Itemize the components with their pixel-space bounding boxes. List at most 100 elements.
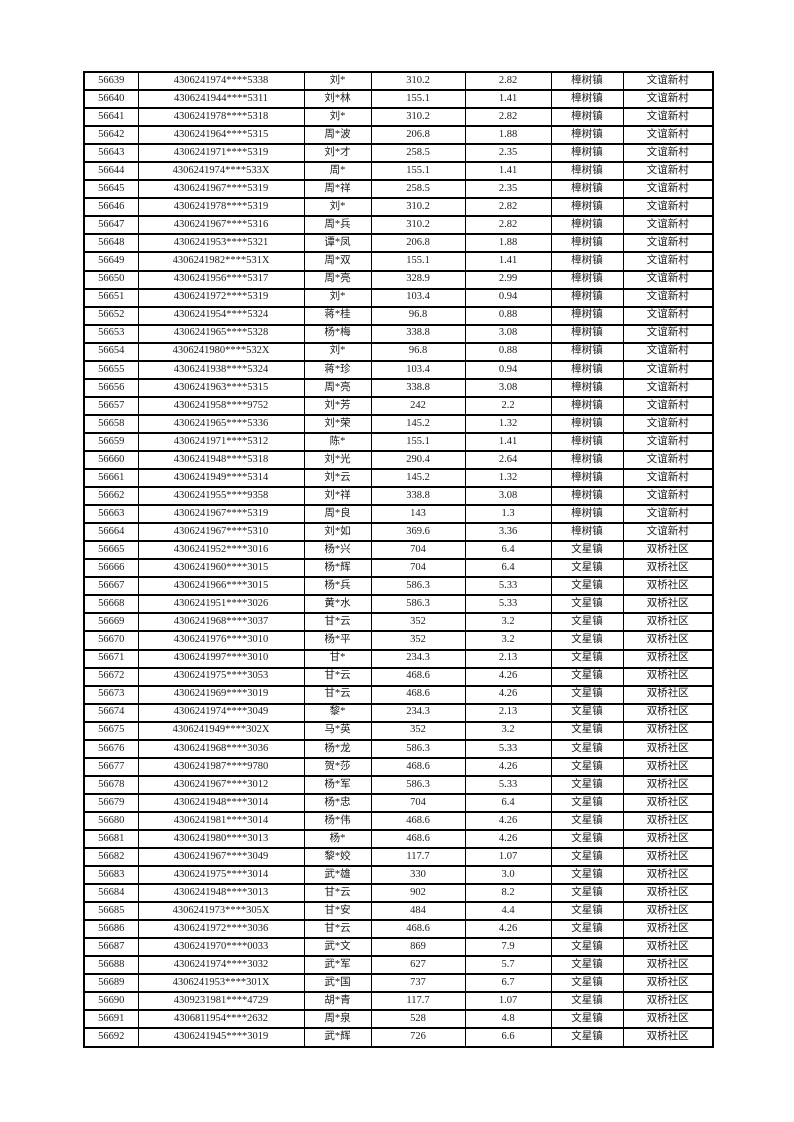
cell-amount-primary: 103.4 — [370, 287, 466, 308]
cell-amount-secondary: 1.3 — [464, 504, 552, 525]
cell-name: 陈* — [303, 431, 372, 452]
cell-serial: 56684 — [83, 883, 139, 904]
cell-village: 双桥社区 — [622, 865, 714, 886]
cell-serial: 56681 — [83, 828, 139, 850]
cell-amount-secondary: 1.32 — [464, 413, 552, 434]
cell-amount-secondary: 4.4 — [464, 901, 552, 922]
cell-town: 文星镇 — [550, 955, 624, 976]
table-body: 56639 4306241974****5338 刘* 310.2 2.82 樟树镇 文谊新… — [83, 70, 714, 1048]
cell-amount-primary: 96.8 — [370, 305, 466, 326]
table-row: 56688 4306241974****3032 武*军 627 5.7 文星镇 双桥社区 — [83, 955, 714, 976]
cell-town: 樟树镇 — [550, 522, 624, 543]
cell-serial: 56665 — [83, 540, 139, 561]
cell-serial: 56657 — [83, 395, 139, 416]
cell-name: 周*兵 — [303, 215, 372, 236]
table-row: 56683 4306241975****3014 武*雄 330 3.0 文星镇 双桥社区 — [83, 865, 714, 886]
cell-serial: 56644 — [83, 161, 139, 182]
cell-name: 周* — [303, 161, 372, 182]
table-row: 56690 4309231981****4729 胡*青 117.7 1.07 文星镇 双桥… — [83, 991, 714, 1012]
cell-amount-primary: 310.2 — [370, 107, 466, 128]
cell-name: 杨*忠 — [303, 792, 372, 813]
cell-amount-secondary: 1.07 — [464, 991, 552, 1012]
cell-name: 黄*水 — [303, 594, 372, 615]
cell-name: 周*亮 — [303, 377, 372, 398]
cell-name: 蒋*桂 — [303, 305, 372, 326]
cell-town: 樟树镇 — [550, 251, 624, 272]
cell-amount-secondary: 1.88 — [464, 125, 552, 146]
cell-serial: 56683 — [83, 865, 139, 886]
cell-name: 黎*姣 — [303, 847, 372, 868]
cell-amount-secondary: 6.4 — [464, 792, 552, 813]
cell-town: 文星镇 — [550, 630, 624, 651]
cell-town: 樟树镇 — [550, 179, 624, 200]
cell-serial: 56676 — [83, 738, 139, 759]
cell-serial: 56680 — [83, 810, 139, 831]
cell-amount-primary: 869 — [370, 937, 466, 958]
table-row: 56650 4306241956****5317 周*亮 328.9 2.99 樟树镇 文谊… — [83, 269, 714, 290]
cell-serial: 56655 — [83, 359, 139, 380]
cell-id-number: 4306241971****5312 — [137, 431, 305, 452]
table-row: 56664 4306241967****5310 刘*如 369.6 3.36 樟树镇 文谊… — [83, 522, 714, 543]
cell-amount-primary: 290.4 — [370, 449, 466, 471]
cell-town: 文星镇 — [550, 738, 624, 759]
table-row: 56651 4306241972****5319 刘* 103.4 0.94 樟树镇 文谊新… — [83, 287, 714, 308]
cell-amount-secondary: 1.41 — [464, 89, 552, 110]
table-row: 56662 4306241955****9358 刘*祥 338.8 3.08 樟树镇 文谊… — [83, 486, 714, 507]
cell-serial: 56685 — [83, 901, 139, 922]
cell-name: 刘* — [303, 341, 372, 362]
cell-amount-secondary: 5.33 — [464, 594, 552, 615]
cell-village: 双桥社区 — [622, 720, 714, 741]
cell-id-number: 4306241967****3049 — [137, 847, 305, 868]
cell-amount-primary: 155.1 — [370, 431, 466, 452]
cell-serial: 56661 — [83, 468, 139, 489]
table-row: 56672 4306241975****3053 甘*云 468.6 4.26 文星镇 双桥… — [83, 666, 714, 687]
cell-amount-primary: 704 — [370, 792, 466, 813]
cell-name: 周*祥 — [303, 179, 372, 200]
cell-id-number: 4306241955****9358 — [137, 486, 305, 507]
cell-town: 文星镇 — [550, 594, 624, 615]
cell-town: 文星镇 — [550, 865, 624, 886]
cell-village: 文谊新村 — [622, 161, 714, 182]
table-row: 56644 4306241974****533X 周* 155.1 1.41 樟树镇 文谊新… — [83, 161, 714, 182]
cell-amount-primary: 155.1 — [370, 251, 466, 272]
cell-serial: 56668 — [83, 594, 139, 615]
table-row: 56646 4306241978****5319 刘* 310.2 2.82 樟树镇 文谊新… — [83, 197, 714, 218]
cell-name: 刘* — [303, 70, 372, 92]
cell-town: 樟树镇 — [550, 486, 624, 507]
cell-id-number: 4306241975****3053 — [137, 666, 305, 687]
cell-amount-primary: 369.6 — [370, 522, 466, 543]
cell-serial: 56678 — [83, 774, 139, 795]
cell-id-number: 4306241963****5315 — [137, 377, 305, 398]
cell-serial: 56691 — [83, 1009, 139, 1030]
cell-amount-secondary: 2.99 — [464, 269, 552, 290]
cell-town: 樟树镇 — [550, 287, 624, 308]
cell-serial: 56647 — [83, 215, 139, 236]
cell-serial: 56648 — [83, 233, 139, 254]
table-row: 56668 4306241951****3026 黄*水 586.3 5.33 文星镇 双桥… — [83, 594, 714, 615]
cell-village: 文谊新村 — [622, 341, 714, 362]
cell-amount-primary: 627 — [370, 955, 466, 976]
cell-village: 双桥社区 — [622, 612, 714, 633]
cell-name: 杨*兴 — [303, 540, 372, 561]
cell-id-number: 4306241956****5317 — [137, 269, 305, 290]
table-row: 56687 4306241970****0033 武*文 869 7.9 文星镇 双桥社区 — [83, 937, 714, 958]
table-row: 56663 4306241967****5319 周*良 143 1.3 樟树镇 文谊新村 — [83, 504, 714, 525]
cell-name: 杨*辉 — [303, 558, 372, 579]
table-row: 56677 4306241987****9780 贺*莎 468.6 4.26 文星镇 双桥… — [83, 756, 714, 777]
table-row: 56642 4306241964****5315 周*波 206.8 1.88 樟树镇 文谊… — [83, 125, 714, 146]
cell-name: 周*波 — [303, 125, 372, 146]
cell-amount-secondary: 0.88 — [464, 341, 552, 362]
table-row: 56645 4306241967****5319 周*祥 258.5 2.35 樟树镇 文谊… — [83, 179, 714, 200]
cell-name: 胡*青 — [303, 991, 372, 1012]
cell-amount-secondary: 7.9 — [464, 937, 552, 958]
table-row: 56649 4306241982****531X 周*双 155.1 1.41 樟树镇 文谊… — [83, 251, 714, 272]
table-row: 56691 4306811954****2632 周*泉 528 4.8 文星镇 双桥社区 — [83, 1009, 714, 1030]
cell-serial: 56660 — [83, 449, 139, 471]
cell-amount-primary: 338.8 — [370, 486, 466, 507]
cell-amount-primary: 586.3 — [370, 594, 466, 615]
cell-amount-secondary: 3.08 — [464, 323, 552, 344]
cell-village: 双桥社区 — [622, 937, 714, 958]
cell-village: 双桥社区 — [622, 630, 714, 651]
cell-village: 双桥社区 — [622, 991, 714, 1012]
cell-serial: 56667 — [83, 576, 139, 597]
